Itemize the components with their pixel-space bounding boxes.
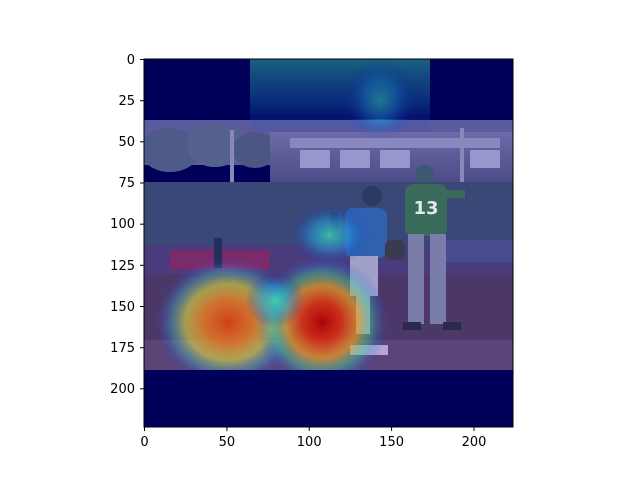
x-tick-label: 100 bbox=[297, 435, 322, 450]
x-tick-label: 200 bbox=[462, 435, 487, 450]
y-tick-label: 25 bbox=[118, 94, 135, 109]
x-tick-label: 150 bbox=[379, 435, 404, 450]
photo-band: 13 bbox=[144, 120, 513, 370]
y-axis: 0 25 50 75 100 125 150 175 200 bbox=[110, 53, 144, 397]
y-tick-label: 50 bbox=[118, 135, 135, 150]
y-tick-label: 0 bbox=[127, 53, 135, 68]
x-tick-label: 0 bbox=[140, 435, 148, 450]
player-number: 13 bbox=[413, 198, 438, 219]
y-tick-label: 175 bbox=[110, 341, 135, 356]
x-tick-label: 50 bbox=[219, 435, 236, 450]
x-axis: 0 50 100 150 200 bbox=[140, 427, 486, 450]
overlay-image: 13 bbox=[144, 59, 513, 427]
y-tick-label: 125 bbox=[110, 259, 135, 274]
y-tick-label: 75 bbox=[118, 176, 135, 191]
plot-frame bbox=[143, 58, 514, 428]
y-tick-label: 200 bbox=[110, 382, 135, 397]
y-tick-label: 150 bbox=[110, 300, 135, 315]
fielder-13: 13 bbox=[403, 165, 465, 330]
y-tick-label: 100 bbox=[110, 217, 135, 232]
heatmap-layer bbox=[156, 59, 430, 388]
